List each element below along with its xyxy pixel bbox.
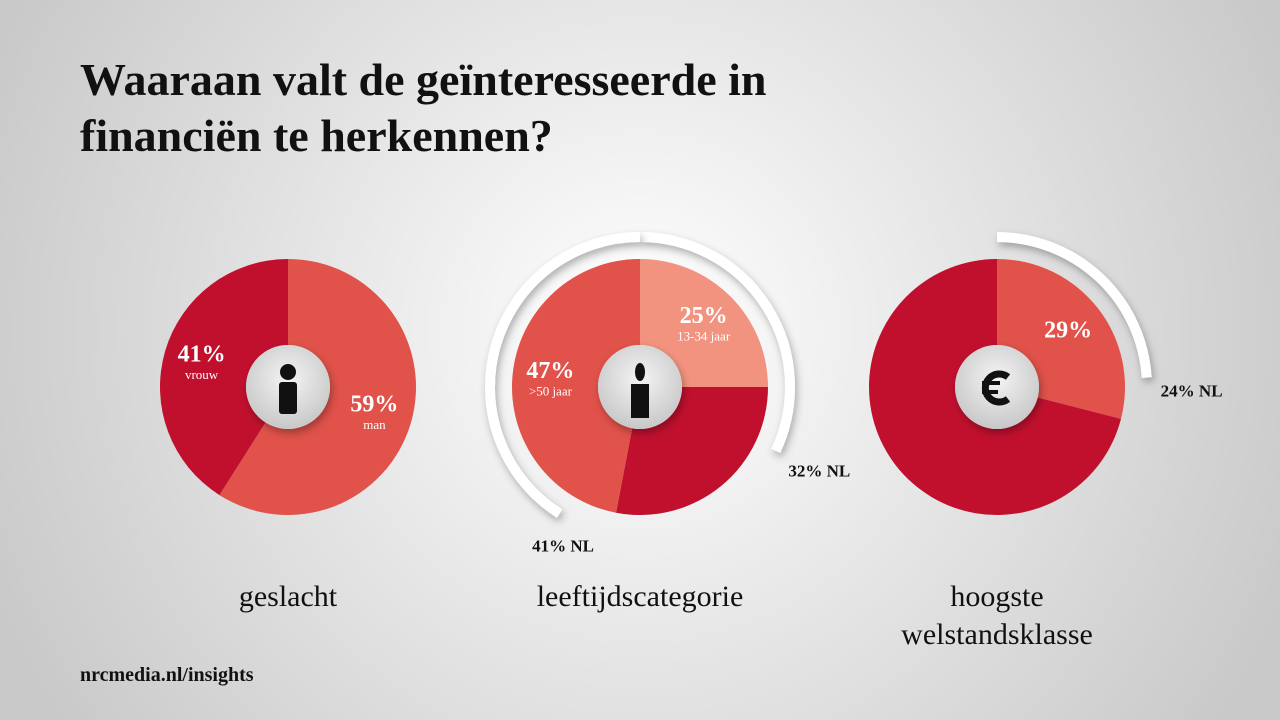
nl-arc <box>639 232 795 453</box>
nl-label: 32% NL <box>788 462 850 481</box>
value-label: 25% <box>680 303 728 329</box>
person-icon <box>279 382 297 414</box>
donut-segment <box>616 387 768 515</box>
segment-label: vrouw <box>185 367 219 382</box>
center-hole <box>955 345 1039 429</box>
icons <box>246 345 1039 429</box>
segment-label: 13-34 jaar <box>677 328 731 343</box>
donut-segment <box>511 259 640 513</box>
nl-label: 24% NL <box>1161 382 1223 401</box>
euro-icon <box>981 370 1011 406</box>
donut-segment <box>868 259 1121 516</box>
nl-arc <box>485 232 641 518</box>
donut-segment <box>159 259 288 496</box>
footer-link: nrcmedia.nl/insights <box>80 664 254 686</box>
nl-arc <box>996 232 1152 378</box>
donut-segment <box>640 259 768 387</box>
donut-segment <box>997 259 1125 419</box>
value-label: 47% <box>526 358 574 384</box>
candle-flame <box>635 363 645 381</box>
page-title: Waaraan valt de geïnteresseerde in finan… <box>80 54 767 161</box>
chart-title: hoogste welstandsklasse <box>901 580 1093 651</box>
segment-label: man <box>363 417 386 432</box>
chart-title: leeftijdscategorie <box>536 580 744 613</box>
donut-segment <box>219 259 416 515</box>
value-label: 59% <box>350 392 398 418</box>
donuts: 59%man 41%vrouw 25%13-34 jaar 32% NL 47%>50 … <box>159 232 1223 555</box>
value-label: 41% <box>178 341 226 367</box>
candle-icon <box>631 384 649 418</box>
chart-title: geslacht <box>238 580 338 613</box>
segment-label: >50 jaar <box>529 384 573 399</box>
person-icon <box>280 364 296 380</box>
value-label: 29% <box>1044 317 1092 343</box>
nl-label: 41% NL <box>532 536 594 555</box>
